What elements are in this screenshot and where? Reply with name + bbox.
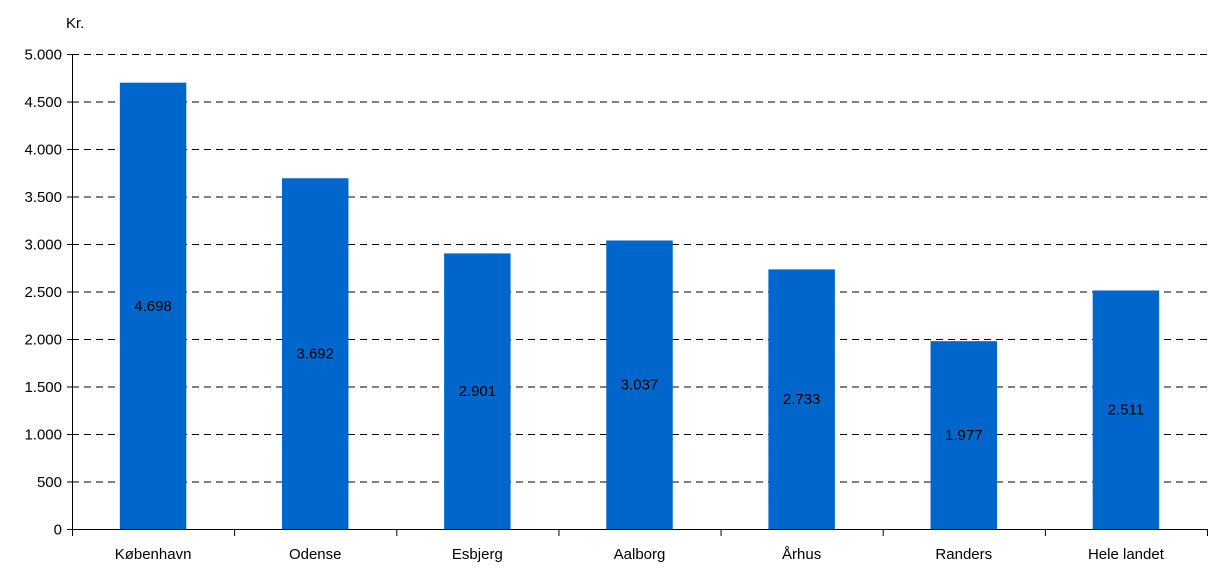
data-label-3: 3.037 xyxy=(621,377,659,394)
bar-2 xyxy=(444,253,511,529)
y-tick-label-1: 500 xyxy=(37,474,62,491)
y-axis-unit-label: Kr. xyxy=(66,15,84,32)
y-tick-label-2: 1.000 xyxy=(24,427,62,444)
y-tick-label-7: 3.500 xyxy=(24,189,62,206)
data-label-6: 2.511 xyxy=(1108,402,1144,419)
bar-0 xyxy=(119,82,187,529)
y-tick-label-3: 1.500 xyxy=(24,379,62,396)
x-tick-label-1: Odense xyxy=(289,546,342,563)
bar-3 xyxy=(606,240,673,530)
bar-5 xyxy=(930,341,998,529)
y-tick-label-5: 2.500 xyxy=(24,284,62,301)
data-label-2: 2.901 xyxy=(459,383,497,400)
x-tick-label-2: Esbjerg xyxy=(452,546,503,563)
x-tick-label-4: Århus xyxy=(782,546,821,563)
x-tick-label-0: København xyxy=(115,546,192,563)
x-tick-label-3: Aalborg xyxy=(614,546,666,563)
x-tick-label-6: Hele landet xyxy=(1088,546,1165,563)
data-label-0: 4.698 xyxy=(134,298,172,315)
x-axis-ticks: København Odense Esbjerg Aalborg Århus Rander… xyxy=(72,529,1208,563)
axes xyxy=(72,54,1207,530)
bar-1 xyxy=(281,178,349,529)
x-tick-label-5: Randers xyxy=(935,546,992,563)
y-tick-label-9: 4.500 xyxy=(24,94,62,111)
data-label-4: 2.733 xyxy=(783,391,821,408)
y-tick-label-8: 4.000 xyxy=(24,142,62,159)
y-tick-label-6: 3.000 xyxy=(24,237,62,254)
data-label-5: 1.977 xyxy=(945,427,983,444)
y-tick-label-10: 5.000 xyxy=(24,47,62,64)
y-axis-ticks: 0 500 1.000 1.500 2.000 2.500 3.000 3.500 4.000 4… xyxy=(24,47,72,539)
bar-6 xyxy=(1092,290,1160,529)
data-label-1: 3.692 xyxy=(296,346,334,363)
data-labels: 4.698 3.692 2.901 3.037 2.733 1.977 2.511 xyxy=(134,298,1144,444)
y-tick-label-0: 0 xyxy=(54,522,62,539)
bar-4 xyxy=(768,269,835,529)
bars xyxy=(119,82,1160,530)
y-tick-label-4: 2.000 xyxy=(24,332,62,349)
